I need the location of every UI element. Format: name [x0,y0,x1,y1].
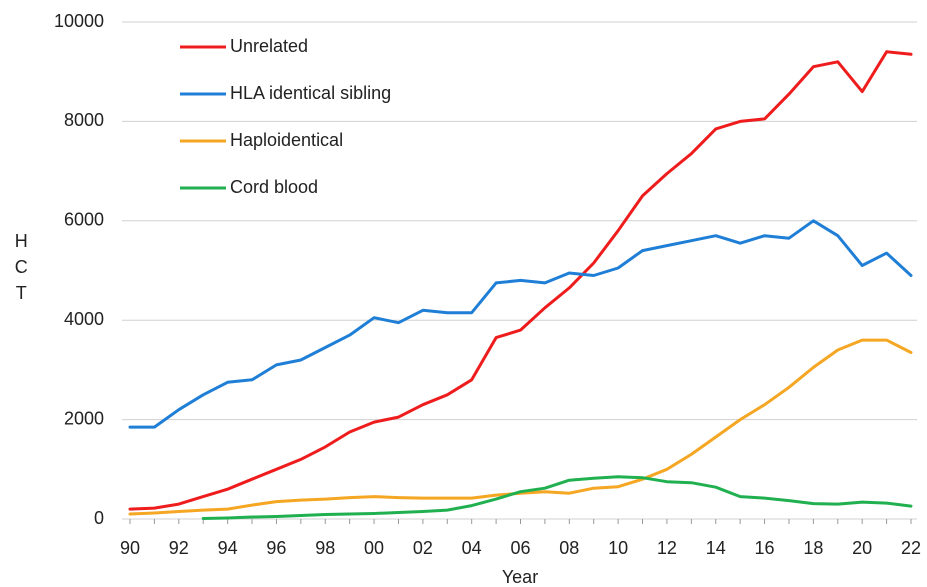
x-tick-label: 18 [803,538,823,558]
y-tick-label: 10000 [54,11,104,31]
series-line [128,50,913,511]
x-axis-label: Year [502,567,538,587]
x-tick-label: 02 [413,538,433,558]
legend-label: Haploidentical [230,130,343,150]
y-tick-label: 0 [94,508,104,528]
series-line [128,219,913,429]
x-tick-label: 06 [510,538,530,558]
y-axis-label: HCT [11,231,31,309]
series-line [201,475,913,520]
series-line [128,338,913,516]
x-tick-label: 92 [169,538,189,558]
legend-label: Unrelated [230,36,308,56]
y-tick-label: 8000 [64,110,104,130]
x-tick-label: 98 [315,538,335,558]
legend-label: Cord blood [230,177,318,197]
y-tick-label: 2000 [64,408,104,428]
x-tick-label: 94 [218,538,238,558]
x-tick-label: 22 [901,538,921,558]
x-tick-label: 10 [608,538,628,558]
y-tick-label: 6000 [64,210,104,230]
x-tick-label: 00 [364,538,384,558]
x-tick-label: 04 [462,538,482,558]
x-tick-label: 14 [706,538,726,558]
x-tick-label: 20 [852,538,872,558]
x-tick-label: 12 [657,538,677,558]
x-tick-label: 90 [120,538,140,558]
x-tick-label: 08 [559,538,579,558]
legend-label: HLA identical sibling [230,83,391,103]
y-tick-label: 4000 [64,309,104,329]
x-tick-label: 96 [266,538,286,558]
x-tick-label: 16 [755,538,775,558]
